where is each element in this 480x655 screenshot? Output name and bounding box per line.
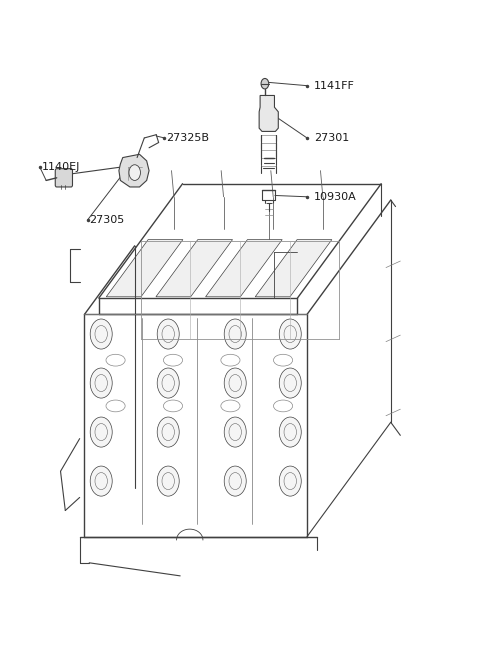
Circle shape — [279, 368, 301, 398]
Text: 1141FF: 1141FF — [314, 81, 355, 90]
Polygon shape — [156, 240, 232, 297]
Polygon shape — [255, 240, 332, 297]
Circle shape — [261, 79, 269, 89]
Circle shape — [90, 368, 112, 398]
Circle shape — [157, 368, 179, 398]
Circle shape — [279, 417, 301, 447]
Circle shape — [224, 466, 246, 496]
Text: 10930A: 10930A — [314, 192, 357, 202]
Polygon shape — [259, 96, 278, 132]
Circle shape — [224, 368, 246, 398]
Text: 27301: 27301 — [314, 133, 349, 143]
Circle shape — [90, 466, 112, 496]
Text: 1140EJ: 1140EJ — [41, 162, 80, 172]
Circle shape — [129, 165, 141, 180]
Circle shape — [279, 319, 301, 349]
Circle shape — [157, 417, 179, 447]
Circle shape — [90, 319, 112, 349]
Circle shape — [279, 466, 301, 496]
FancyBboxPatch shape — [55, 169, 72, 187]
Circle shape — [224, 319, 246, 349]
Circle shape — [224, 417, 246, 447]
Polygon shape — [205, 240, 282, 297]
Circle shape — [157, 466, 179, 496]
Polygon shape — [119, 155, 149, 187]
Polygon shape — [106, 240, 183, 297]
Circle shape — [90, 417, 112, 447]
Text: 27325B: 27325B — [166, 133, 209, 143]
Circle shape — [157, 319, 179, 349]
Text: 27305: 27305 — [89, 215, 124, 225]
